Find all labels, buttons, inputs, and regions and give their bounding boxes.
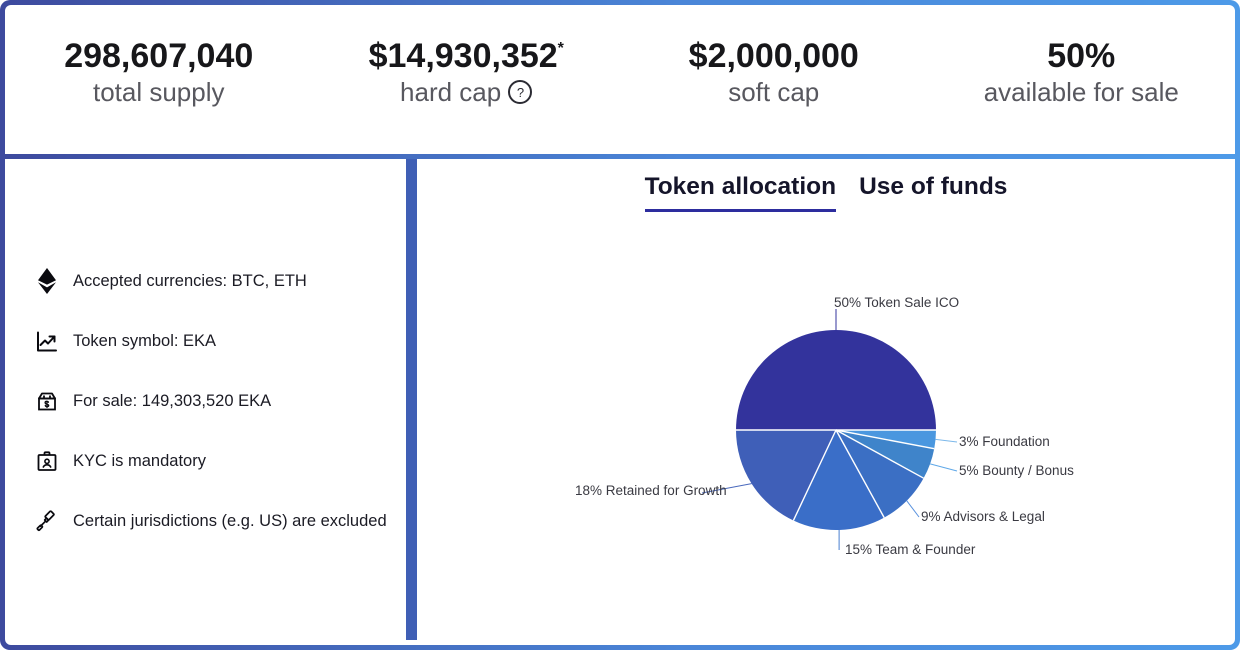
svg-text:50% Token Sale ICO: 50% Token Sale ICO: [834, 295, 959, 310]
svg-text:9% Advisors & Legal: 9% Advisors & Legal: [921, 509, 1045, 524]
svg-text:18% Retained for Growth: 18% Retained for Growth: [575, 483, 727, 498]
svg-text:15% Team & Founder: 15% Team & Founder: [845, 542, 976, 557]
svg-text:5% Bounty / Bonus: 5% Bounty / Bonus: [959, 463, 1074, 478]
svg-text:3% Foundation: 3% Foundation: [959, 434, 1050, 449]
